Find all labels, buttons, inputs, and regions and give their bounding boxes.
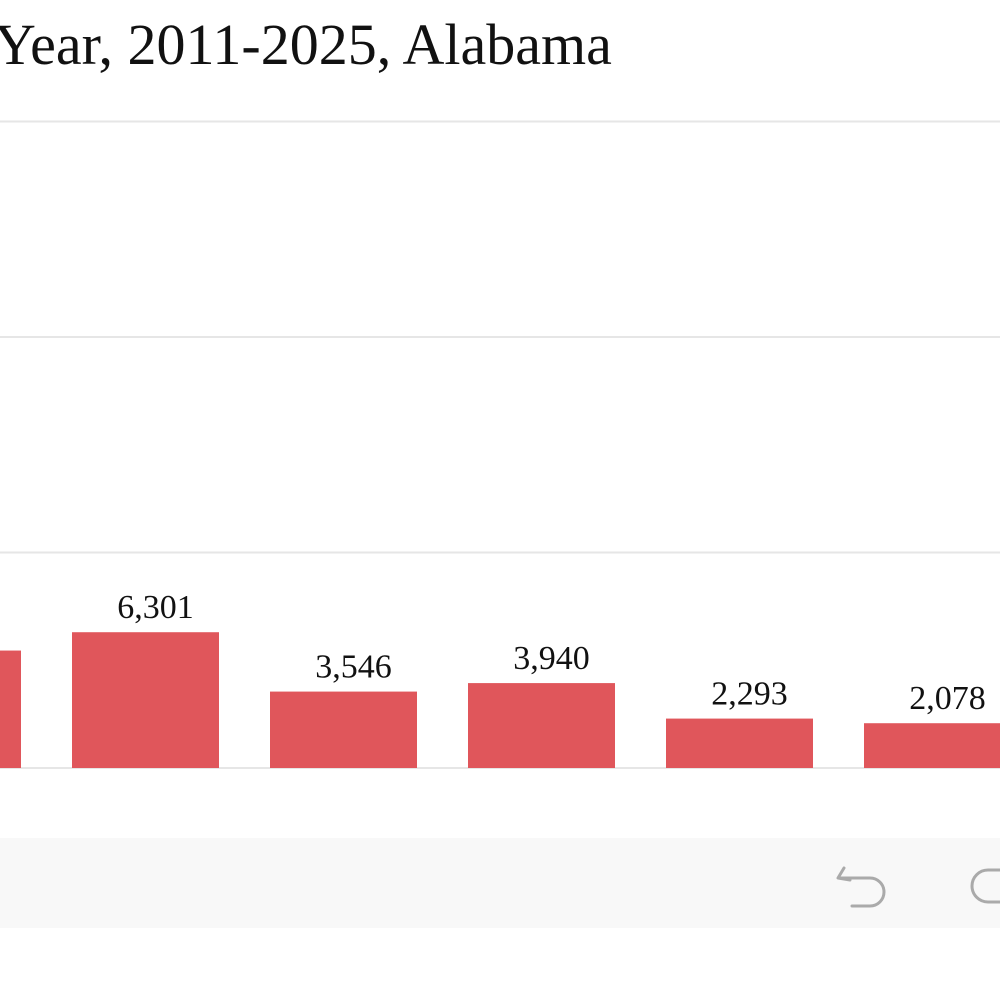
undo-icon[interactable]: [830, 856, 890, 916]
bar[interactable]: [72, 632, 219, 768]
data-label: 3,940: [513, 640, 590, 677]
bar-chart: 6,301 3,546 3,940 2,293 2,078: [0, 120, 1000, 769]
data-label: 2,293: [711, 676, 788, 713]
bar[interactable]: [270, 691, 417, 768]
more-icon[interactable]: [968, 856, 1000, 916]
chart-toolbar: [0, 838, 1000, 928]
data-label: 6,301: [117, 589, 194, 626]
bar[interactable]: [864, 723, 1000, 768]
data-label: 3,546: [315, 649, 392, 686]
bar[interactable]: [468, 683, 615, 768]
chart-title: Year, 2011-2025, Alabama: [0, 12, 612, 77]
bar[interactable]: [666, 718, 813, 768]
data-label: 2,078: [909, 680, 986, 717]
bar[interactable]: [0, 650, 21, 768]
